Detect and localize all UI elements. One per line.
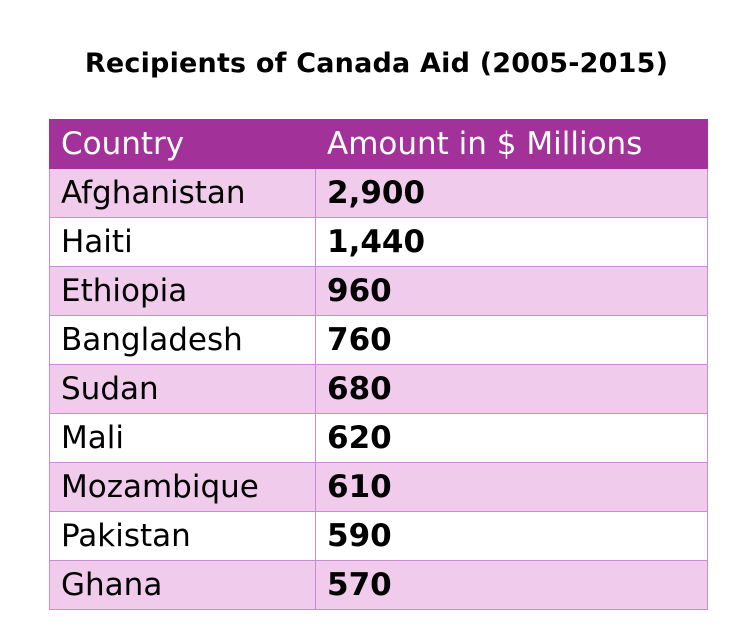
amount-cell: 1,440 xyxy=(315,217,708,267)
table-row: Mozambique 610 xyxy=(49,462,708,512)
aid-table: Country Amount in $ Millions Afghanistan… xyxy=(49,119,708,610)
country-cell: Haiti xyxy=(49,217,316,267)
amount-cell: 2,900 xyxy=(315,168,708,218)
country-cell: Bangladesh xyxy=(49,315,316,365)
table-row: Haiti 1,440 xyxy=(49,217,708,267)
table-row: Afghanistan 2,900 xyxy=(49,168,708,218)
country-cell: Sudan xyxy=(49,364,316,414)
country-cell: Pakistan xyxy=(49,511,316,561)
amount-cell: 590 xyxy=(315,511,708,561)
column-header-amount: Amount in $ Millions xyxy=(315,119,708,169)
header-row: Country Amount in $ Millions xyxy=(49,119,708,169)
country-cell: Ghana xyxy=(49,560,316,610)
table-row: Ethiopia 960 xyxy=(49,266,708,316)
table-body: Afghanistan 2,900 Haiti 1,440 Ethiopia 960 Ban… xyxy=(49,168,708,610)
amount-cell: 620 xyxy=(315,413,708,463)
country-cell: Ethiopia xyxy=(49,266,316,316)
country-cell: Mali xyxy=(49,413,316,463)
table-row: Mali 620 xyxy=(49,413,708,463)
country-cell: Afghanistan xyxy=(49,168,316,218)
table-row: Ghana 570 xyxy=(49,560,708,610)
table-row: Pakistan 590 xyxy=(49,511,708,561)
amount-cell: 760 xyxy=(315,315,708,365)
table-row: Bangladesh 760 xyxy=(49,315,708,365)
table-title: Recipients of Canada Aid (2005-2015) xyxy=(84,48,669,79)
amount-cell: 570 xyxy=(315,560,708,610)
amount-cell: 610 xyxy=(315,462,708,512)
table-row: Sudan 680 xyxy=(49,364,708,414)
country-cell: Mozambique xyxy=(49,462,316,512)
amount-cell: 960 xyxy=(315,266,708,316)
column-header-country: Country xyxy=(49,119,316,169)
amount-cell: 680 xyxy=(315,364,708,414)
